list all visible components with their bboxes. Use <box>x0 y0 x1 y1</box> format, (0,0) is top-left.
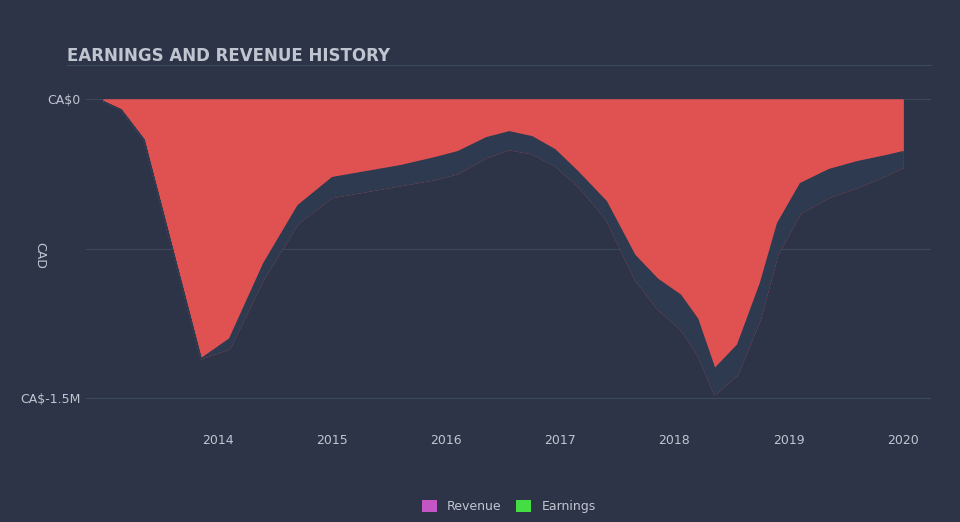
Text: CAD: CAD <box>34 242 46 269</box>
Text: EARNINGS AND REVENUE HISTORY: EARNINGS AND REVENUE HISTORY <box>67 47 391 65</box>
Legend: Revenue, Earnings: Revenue, Earnings <box>417 495 601 518</box>
